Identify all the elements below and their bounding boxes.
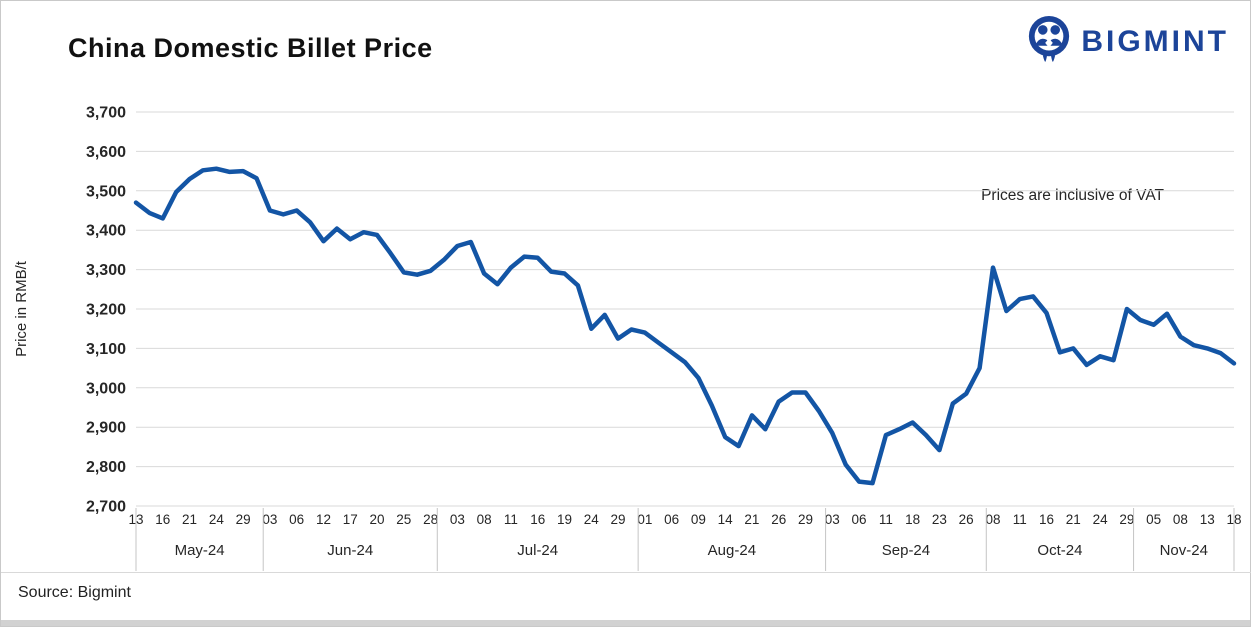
x-tick-label: 21 xyxy=(1066,512,1081,527)
x-tick-label: 12 xyxy=(316,512,331,527)
x-tick-label: 24 xyxy=(209,512,225,527)
x-tick-label: 16 xyxy=(530,512,545,527)
page-title: China Domestic Billet Price xyxy=(68,33,433,63)
y-tick-label: 3,500 xyxy=(86,183,126,200)
month-label: Nov-24 xyxy=(1160,542,1208,559)
month-label: Jul-24 xyxy=(517,542,558,559)
source-note: Source: Bigmint xyxy=(18,584,131,601)
x-tick-label: 21 xyxy=(182,512,197,527)
x-tick-label: 19 xyxy=(557,512,572,527)
bigmint-logo: BIGMINT xyxy=(1026,15,1229,68)
x-tick-label: 03 xyxy=(450,512,465,527)
x-tick-label: 29 xyxy=(236,512,251,527)
x-tick-label: 26 xyxy=(771,512,786,527)
y-axis-title: Price in RMB/t xyxy=(13,260,30,357)
x-tick-label: 11 xyxy=(879,512,893,527)
x-tick-label: 08 xyxy=(1173,512,1188,527)
x-tick-label: 06 xyxy=(289,512,304,527)
month-label: May-24 xyxy=(175,542,225,559)
y-tick-label: 3,100 xyxy=(86,341,126,358)
month-label: Jun-24 xyxy=(327,542,373,559)
x-tick-label: 29 xyxy=(611,512,626,527)
x-tick-label: 25 xyxy=(396,512,411,527)
month-label: Oct-24 xyxy=(1037,542,1082,559)
x-tick-label: 29 xyxy=(1119,512,1134,527)
x-tick-label: 28 xyxy=(423,512,438,527)
x-tick-label: 16 xyxy=(155,512,170,527)
y-tick-label: 3,600 xyxy=(86,144,126,161)
x-tick-label: 14 xyxy=(718,512,734,527)
x-tick-label: 29 xyxy=(798,512,813,527)
bottom-edge-strip xyxy=(1,620,1250,626)
x-tick-label: 08 xyxy=(985,512,1000,527)
x-tick-label: 05 xyxy=(1146,512,1161,527)
x-tick-label: 17 xyxy=(343,512,358,527)
x-tick-label: 06 xyxy=(852,512,867,527)
x-tick-label: 06 xyxy=(664,512,679,527)
footer-divider xyxy=(1,572,1251,573)
month-label: Sep-24 xyxy=(882,542,930,559)
x-tick-label: 24 xyxy=(584,512,600,527)
x-tick-label: 03 xyxy=(262,512,277,527)
x-tick-label: 26 xyxy=(959,512,974,527)
y-tick-label: 3,400 xyxy=(86,223,126,240)
x-tick-label: 23 xyxy=(932,512,947,527)
x-tick-label: 11 xyxy=(504,512,518,527)
x-tick-label: 03 xyxy=(825,512,840,527)
x-tick-label: 16 xyxy=(1039,512,1054,527)
bigmint-logo-text: BIGMINT xyxy=(1081,24,1229,58)
x-tick-label: 13 xyxy=(1200,512,1215,527)
y-tick-label: 3,300 xyxy=(86,262,126,279)
y-tick-label: 2,900 xyxy=(86,420,126,437)
bigmint-logo-icon xyxy=(1026,15,1072,68)
y-tick-label: 3,000 xyxy=(86,380,126,397)
price-line xyxy=(133,166,1237,486)
x-tick-label: 01 xyxy=(637,512,652,527)
y-tick-label: 2,700 xyxy=(86,499,126,516)
month-label: Aug-24 xyxy=(708,542,756,559)
y-tick-label: 3,200 xyxy=(86,302,126,319)
x-tick-label: 24 xyxy=(1093,512,1109,527)
x-tick-label: 21 xyxy=(744,512,759,527)
y-tick-label: 2,800 xyxy=(86,459,126,476)
x-tick-label: 11 xyxy=(1013,512,1027,527)
x-tick-label: 08 xyxy=(477,512,492,527)
x-tick-label: 09 xyxy=(691,512,706,527)
y-tick-label: 3,700 xyxy=(86,105,126,122)
x-tick-label: 20 xyxy=(370,512,385,527)
x-tick-label: 18 xyxy=(905,512,920,527)
